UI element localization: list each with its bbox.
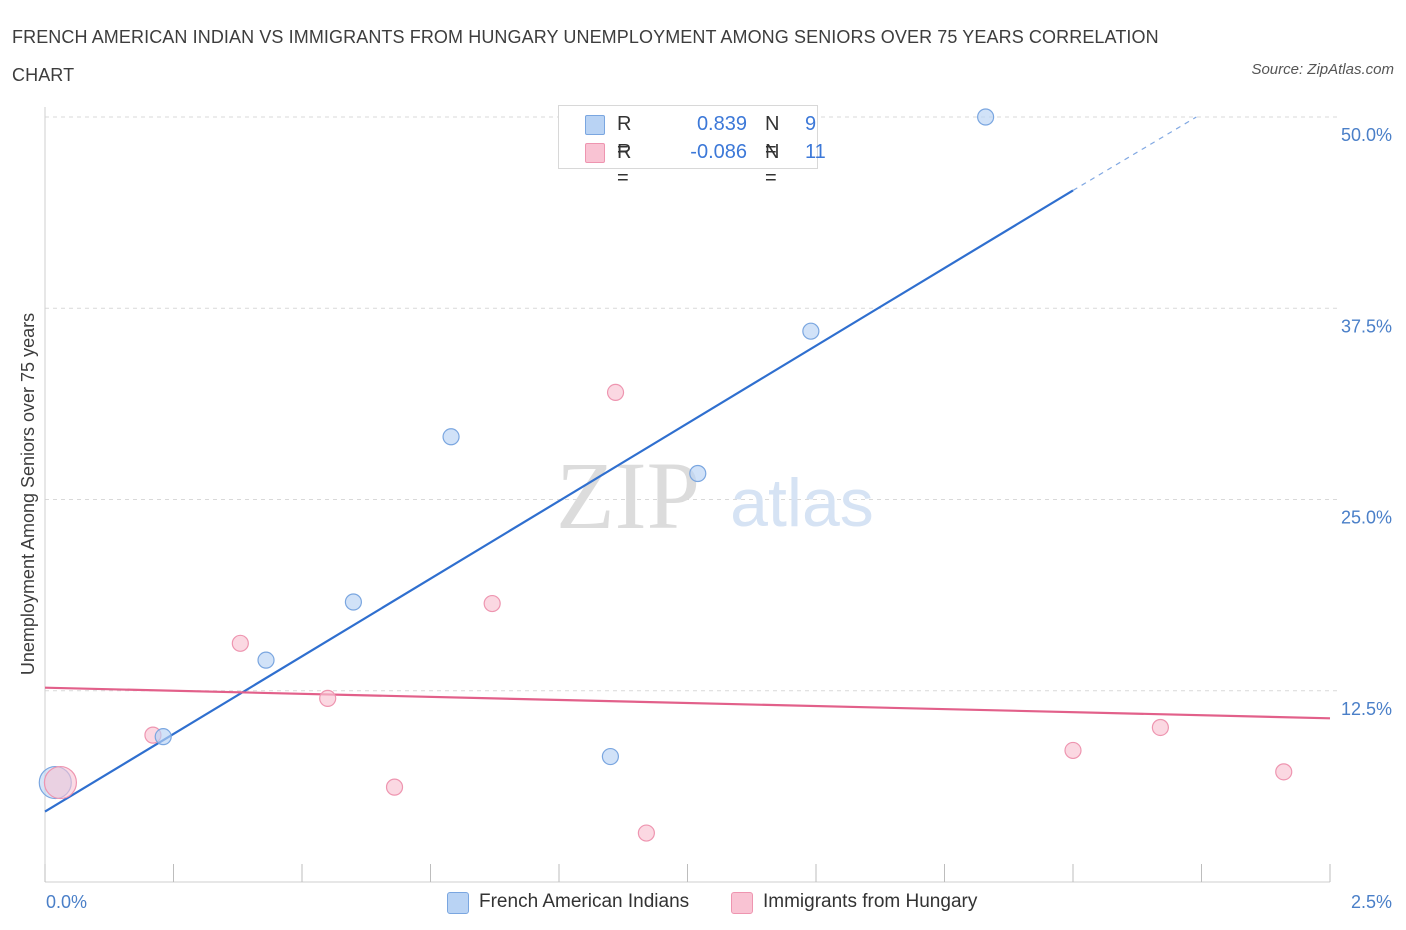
legend-n-label: N = <box>765 113 780 161</box>
x-tick-label: 2.5% <box>1351 892 1392 912</box>
legend-n-value: 9 <box>805 113 817 135</box>
legend-r-label: R = <box>617 113 632 161</box>
point-french-american-indians <box>442 428 460 446</box>
correlation-legend: R = 0.839 N = 9 R = -0.086 N = 11 <box>558 105 826 189</box>
trend-line-immigrants-from-hungary <box>44 686 1331 720</box>
legend-r-value: 0.839 <box>696 113 747 135</box>
point-immigrants-from-hungary <box>43 765 78 800</box>
point-immigrants-from-hungary <box>385 778 404 796</box>
legend-swatch-pink <box>585 143 605 163</box>
point-french-american-indians <box>689 464 707 483</box>
y-axis-label: Unemployment Among Seniors over 75 years <box>18 313 38 675</box>
series-label: Immigrants from Hungary <box>763 891 978 912</box>
point-french-american-indians <box>154 728 172 746</box>
series-legend-french-american-indians: French American Indians <box>447 888 707 916</box>
y-tick-label: 12.5% <box>1341 699 1392 719</box>
point-french-american-indians <box>601 747 620 766</box>
trend-line-extension-dashed <box>1072 116 1197 191</box>
y-tick-label: 37.5% <box>1341 316 1392 336</box>
axes <box>44 107 1331 883</box>
x-tick-label: 0.0% <box>46 892 87 912</box>
y-tick-label: 50.0% <box>1341 125 1392 145</box>
legend-swatch-blue <box>585 115 605 135</box>
point-immigrants-from-hungary <box>1275 763 1293 781</box>
legend-r-label: R = <box>617 141 632 189</box>
watermark-atlas: atlas <box>730 465 874 541</box>
data-points <box>38 108 1293 842</box>
watermark-zip: ZIP <box>556 442 700 549</box>
trend-line-french-american-indians <box>44 189 1074 813</box>
trend-lines <box>44 116 1331 813</box>
series-swatch-blue <box>447 892 469 914</box>
point-immigrants-from-hungary <box>606 383 625 401</box>
point-immigrants-from-hungary <box>1151 718 1169 737</box>
y-tick-label: 25.0% <box>1341 508 1392 528</box>
series-legend-immigrants-from-hungary: Immigrants from Hungary <box>731 888 1001 916</box>
legend-n-label: N = <box>765 141 780 189</box>
point-immigrants-from-hungary <box>319 689 337 708</box>
point-immigrants-from-hungary <box>1064 741 1082 760</box>
legend-n-value: 11 <box>805 141 826 163</box>
series-swatch-pink <box>731 892 753 914</box>
point-immigrants-from-hungary <box>483 594 501 613</box>
point-french-american-indians <box>257 651 275 669</box>
chart-title: FRENCH AMERICAN INDIAN VS IMMIGRANTS FRO… <box>12 27 1159 85</box>
gridlines <box>45 116 1340 692</box>
point-french-american-indians <box>977 108 995 126</box>
watermark: ZIP atlas <box>556 442 874 549</box>
point-french-american-indians <box>802 322 820 340</box>
tick-labels: 12.5% 25.0% 37.5% 50.0% 0.0% 2.5% <box>46 125 1392 912</box>
point-immigrants-from-hungary <box>231 634 249 652</box>
legend-r-value: -0.086 <box>690 141 747 163</box>
point-immigrants-from-hungary <box>637 824 655 842</box>
series-label: French American Indians <box>479 891 690 912</box>
source-attribution: Source: ZipAtlas.com <box>1251 61 1394 78</box>
point-french-american-indians <box>344 593 362 611</box>
